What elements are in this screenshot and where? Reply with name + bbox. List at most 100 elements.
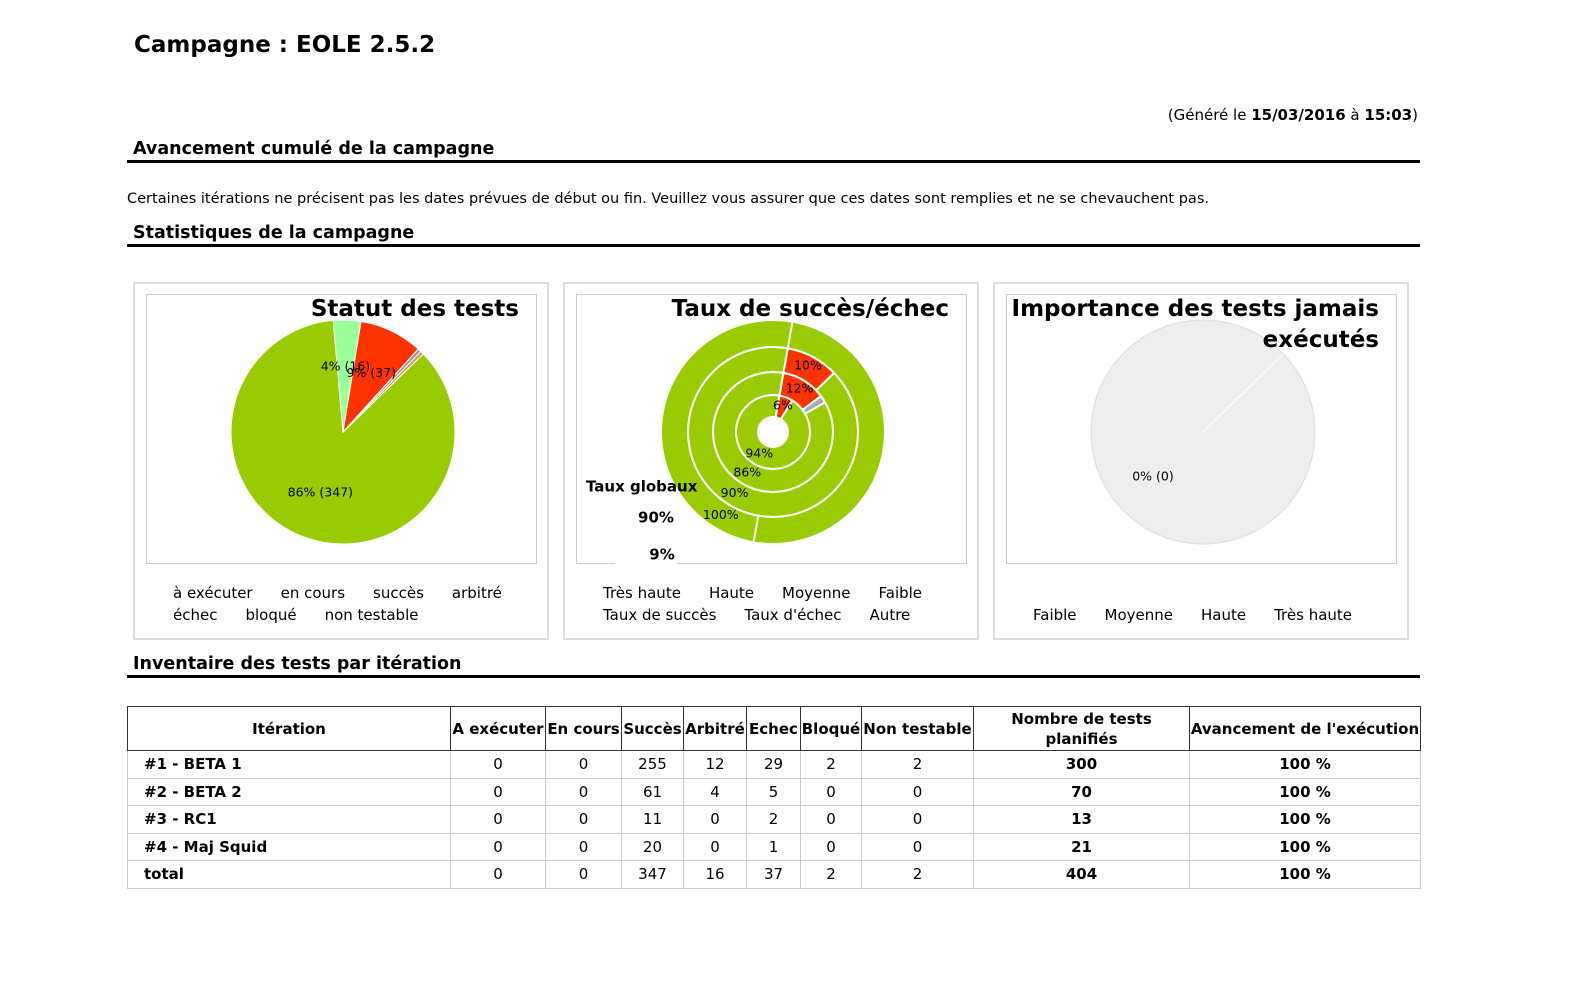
table-cell: 11 bbox=[621, 805, 684, 834]
table-cell: 404 bbox=[973, 860, 1190, 889]
header-cell: Nombre de tests planifiés bbox=[973, 706, 1190, 751]
section-heading: Avancement cumulé de la campagne bbox=[127, 139, 1420, 163]
header-cell: En cours bbox=[545, 706, 622, 751]
pie-label: 86% (347) bbox=[288, 484, 353, 499]
table-cell: 2 bbox=[861, 750, 974, 779]
header-cell: Avancement de l'exécution bbox=[1189, 706, 1421, 751]
legend-item: Autre bbox=[869, 606, 911, 624]
global-rate: 9% bbox=[649, 546, 674, 564]
table-cell: 16 bbox=[683, 860, 747, 889]
table-cell: 0 bbox=[800, 832, 862, 861]
pie-slice bbox=[1202, 353, 1284, 433]
table-cell: #3 - RC1 bbox=[127, 805, 451, 834]
table-cell: 0 bbox=[545, 805, 622, 834]
table-cell: 13 bbox=[973, 805, 1190, 834]
page-title: Campagne : EOLE 2.5.2 bbox=[134, 32, 436, 58]
table-cell: 70 bbox=[973, 777, 1190, 806]
table-row: #3 - RC1 0 0 11 0 2 0 0 13 100 % bbox=[127, 805, 1421, 834]
inventory-table: Itération A exécuter En cours Succès Arbitré… bbox=[127, 706, 1421, 889]
legend-item: Moyenne bbox=[1104, 606, 1173, 624]
table-cell: 1 bbox=[746, 832, 801, 861]
chart-svg: 0% (0) bbox=[1090, 319, 1316, 545]
table-cell: 0 bbox=[861, 805, 974, 834]
table-cell: 2 bbox=[800, 860, 862, 889]
header-cell: Arbitré bbox=[683, 706, 747, 751]
table-cell: 0 bbox=[800, 805, 862, 834]
legend-item: Taux de succès bbox=[603, 606, 717, 624]
table-cell: 100 % bbox=[1189, 860, 1421, 889]
section-heading: Inventaire des tests par itération bbox=[127, 654, 1420, 678]
generated-line: (Généré le 15/03/2016 à 15:03) bbox=[1168, 106, 1418, 124]
label-backdrop bbox=[615, 500, 677, 572]
legend: Très haute Haute Moyenne Faible Taux de succ… bbox=[603, 582, 963, 626]
global-rate: 90% bbox=[638, 509, 674, 527]
legend-item: à exécuter bbox=[173, 584, 253, 602]
chart-title: Importance des tests jamais exécutés bbox=[1011, 296, 1379, 353]
legend-item: Très haute bbox=[1274, 606, 1353, 624]
ring-label: 86% bbox=[733, 465, 761, 480]
legend: Faible Moyenne Haute Très haute bbox=[1033, 604, 1433, 626]
chart-panel: 86% (347) 4% (16) 9% (37) Statut des tests à… bbox=[133, 282, 549, 640]
chart-frame bbox=[576, 294, 967, 564]
legend-item: Très haute bbox=[603, 584, 681, 602]
legend-item: non testable bbox=[324, 606, 419, 624]
table-row: #1 - BETA 1 0 0 255 12 29 2 2 300 100 % bbox=[127, 750, 1421, 779]
table-cell: 0 bbox=[450, 832, 546, 861]
ring-label: 94% bbox=[745, 446, 773, 461]
table-cell: 0 bbox=[545, 832, 622, 861]
table-head: Itération A exécuter En cours Succès Arbitré… bbox=[127, 706, 1421, 751]
generated-date: 15/03/2016 bbox=[1251, 106, 1346, 124]
chart-panel: 94% 6% 86% 12% 90% 10% 100% Taux globaux 90% 9% Ta… bbox=[563, 282, 979, 640]
ring-label: 100% bbox=[703, 507, 739, 522]
table-cell: 0 bbox=[450, 860, 546, 889]
table-cell: 100 % bbox=[1189, 777, 1421, 806]
header-cell: Echec bbox=[746, 706, 801, 751]
generated-time: 15:03 bbox=[1364, 106, 1413, 124]
chart-title: Taux de succès/échec bbox=[671, 296, 949, 322]
table-cell: 0 bbox=[861, 777, 974, 806]
table-cell: 2 bbox=[800, 750, 862, 779]
chart-frame bbox=[146, 294, 537, 564]
table-cell: #2 - BETA 2 bbox=[127, 777, 451, 806]
legend-item: échec bbox=[173, 606, 218, 624]
pie-label: 0% (0) bbox=[1132, 469, 1174, 484]
pie-slice bbox=[342, 350, 425, 433]
table-cell: 0 bbox=[450, 750, 546, 779]
table-cell: 0 bbox=[861, 832, 974, 861]
table-cell: 2 bbox=[746, 805, 801, 834]
section-heading: Statistiques de la campagne bbox=[127, 223, 1420, 247]
table-cell: #1 - BETA 1 bbox=[127, 750, 451, 779]
table-cell: 29 bbox=[746, 750, 801, 779]
table-cell: #4 - Maj Squid bbox=[127, 832, 451, 861]
table-cell: 0 bbox=[800, 777, 862, 806]
table-cell: 4 bbox=[683, 777, 747, 806]
table-cell: 5 bbox=[746, 777, 801, 806]
table-cell: 347 bbox=[621, 860, 684, 889]
chart-svg: 94% 6% 86% 12% 90% 10% 100% Taux globaux 90% 9% bbox=[586, 319, 886, 572]
notice: Certaines itérations ne précisent pas le… bbox=[127, 191, 1209, 207]
legend-item: succès bbox=[373, 584, 424, 602]
table-cell: 0 bbox=[545, 860, 622, 889]
legend-item: Faible bbox=[1033, 606, 1077, 624]
table-cell: 255 bbox=[621, 750, 684, 779]
legend-item: Haute bbox=[708, 584, 755, 602]
table-cell: 100 % bbox=[1189, 832, 1421, 861]
table-cell: 100 % bbox=[1189, 750, 1421, 779]
chart-panel: 0% (0) Importance des tests jamais exécut… bbox=[993, 282, 1409, 640]
chart-title: Statut des tests bbox=[310, 296, 519, 322]
ring-label: 12% bbox=[786, 380, 814, 395]
generated-prefix: (Généré le bbox=[1167, 106, 1252, 124]
table-cell: 37 bbox=[746, 860, 801, 889]
header-cell: Non testable bbox=[861, 706, 974, 751]
table-cell: 20 bbox=[621, 832, 684, 861]
legend-item: Taux d'échec bbox=[744, 606, 842, 624]
header-cell: Succès bbox=[621, 706, 684, 751]
table-cell: 0 bbox=[450, 805, 546, 834]
legend-item: Haute bbox=[1201, 606, 1247, 624]
legend-item: Faible bbox=[878, 584, 923, 602]
global-title: Taux globaux bbox=[586, 478, 698, 496]
table-cell: 21 bbox=[973, 832, 1190, 861]
ring-segment bbox=[660, 319, 886, 545]
legend-item: en cours bbox=[280, 584, 346, 602]
legend-item: Moyenne bbox=[782, 584, 851, 602]
